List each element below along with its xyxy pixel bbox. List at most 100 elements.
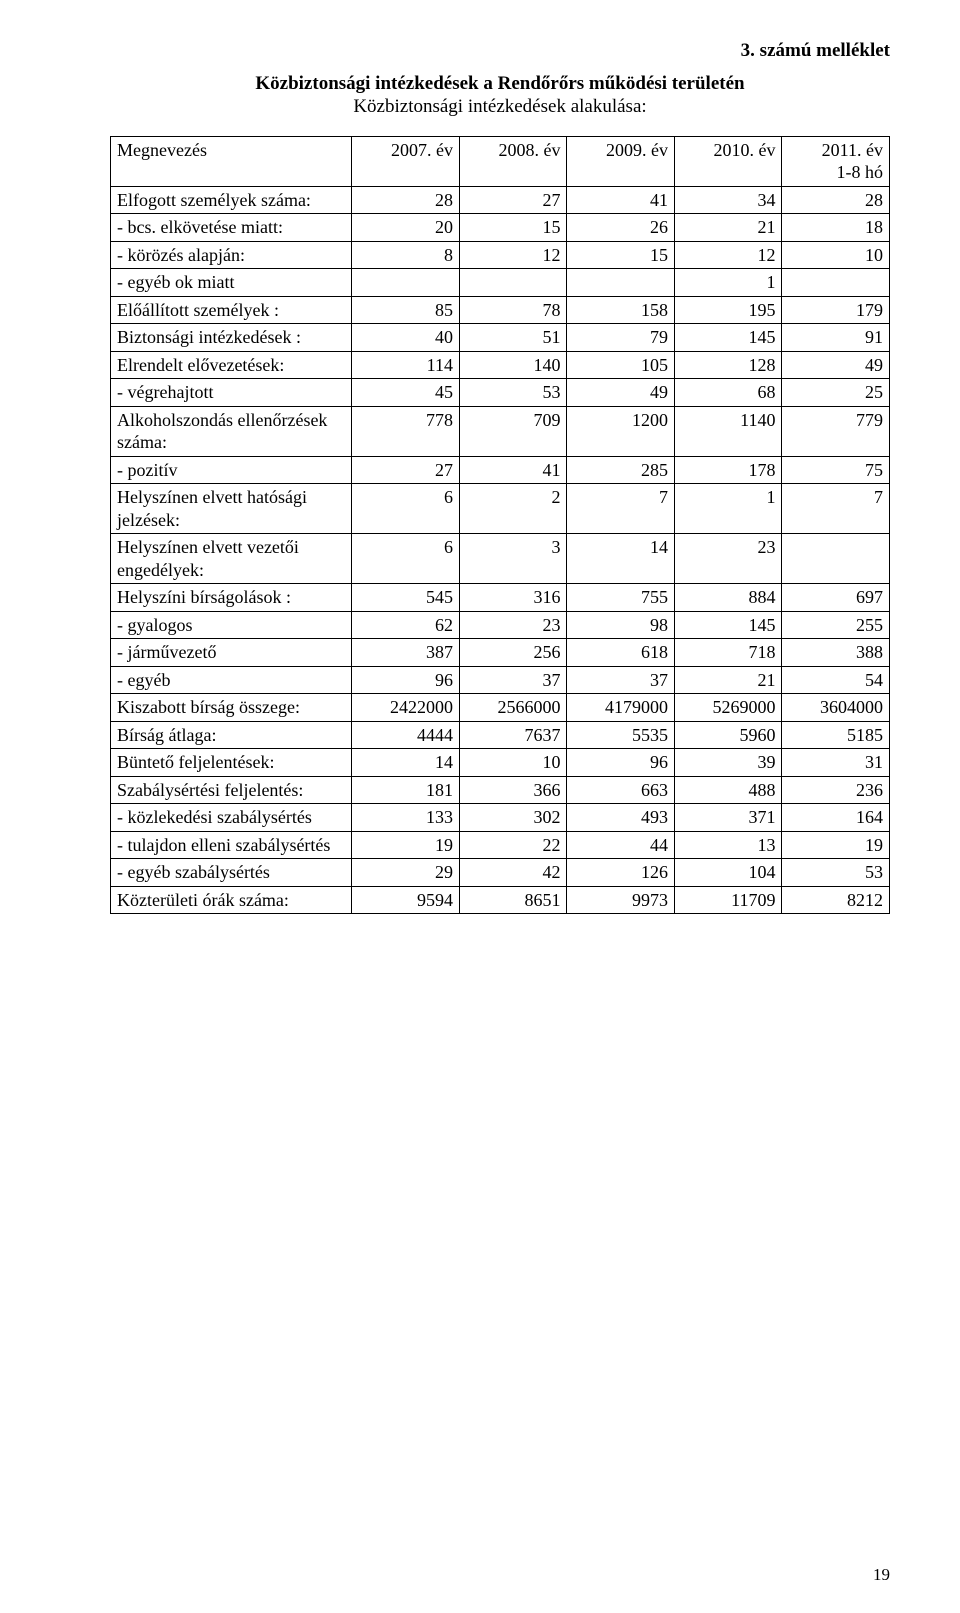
row-value: 145 [674, 611, 782, 639]
row-value: 195 [674, 296, 782, 324]
row-value [567, 269, 675, 297]
row-label: - gyalogos [111, 611, 352, 639]
table-row: Elrendelt elővezetések:11414010512849 [111, 351, 890, 379]
row-value: 19 [352, 831, 460, 859]
row-label: Előállított személyek : [111, 296, 352, 324]
row-label: Közterületi órák száma: [111, 886, 352, 914]
table-row: Kiszabott bírság összege:242200025660004… [111, 694, 890, 722]
row-label: Elfogott személyek száma: [111, 186, 352, 214]
row-value: 181 [352, 776, 460, 804]
row-value: 105 [567, 351, 675, 379]
row-value: 12 [459, 241, 567, 269]
row-value: 1 [674, 269, 782, 297]
row-value: 164 [782, 804, 890, 832]
row-value: 3604000 [782, 694, 890, 722]
row-label: Helyszínen elvett hatósági jelzések: [111, 484, 352, 534]
row-label: - közlekedési szabálysértés [111, 804, 352, 832]
row-value: 255 [782, 611, 890, 639]
header-col: 2008. év [459, 136, 567, 186]
row-value: 2566000 [459, 694, 567, 722]
row-value: 14 [352, 749, 460, 777]
row-label: - körözés alapján: [111, 241, 352, 269]
table-row: Helyszínen elvett hatósági jelzések:6271… [111, 484, 890, 534]
row-value: 37 [459, 666, 567, 694]
row-value: 755 [567, 584, 675, 612]
table-row: Szabálysértési feljelentés:1813666634882… [111, 776, 890, 804]
header-col: 2011. év1-8 hó [782, 136, 890, 186]
row-label: Kiszabott bírság összege: [111, 694, 352, 722]
row-label: - bcs. elkövetése miatt: [111, 214, 352, 242]
table-row: Előállított személyek :8578158195179 [111, 296, 890, 324]
row-value: 5185 [782, 721, 890, 749]
row-value: 316 [459, 584, 567, 612]
row-value: 236 [782, 776, 890, 804]
row-value: 371 [674, 804, 782, 832]
row-value [782, 269, 890, 297]
row-label: Alkoholszondás ellenőrzések száma: [111, 406, 352, 456]
table-row: Bírság átlaga:44447637553559605185 [111, 721, 890, 749]
table-row: Büntető feljelentések:1410963931 [111, 749, 890, 777]
row-value: 8651 [459, 886, 567, 914]
row-value: 31 [782, 749, 890, 777]
row-value: 718 [674, 639, 782, 667]
row-value: 9973 [567, 886, 675, 914]
row-value: 14 [567, 534, 675, 584]
page-number: 19 [873, 1565, 890, 1585]
row-value: 778 [352, 406, 460, 456]
row-value: 302 [459, 804, 567, 832]
row-value: 488 [674, 776, 782, 804]
row-value: 68 [674, 379, 782, 407]
row-value: 709 [459, 406, 567, 456]
row-value: 19 [782, 831, 890, 859]
row-value: 79 [567, 324, 675, 352]
row-value: 618 [567, 639, 675, 667]
row-value: 62 [352, 611, 460, 639]
row-value: 10 [782, 241, 890, 269]
table-row: Helyszínen elvett vezetői engedélyek:631… [111, 534, 890, 584]
row-value: 545 [352, 584, 460, 612]
row-value: 49 [567, 379, 675, 407]
row-value: 41 [567, 186, 675, 214]
row-value: 663 [567, 776, 675, 804]
row-value: 42 [459, 859, 567, 887]
row-value: 4444 [352, 721, 460, 749]
table-row: - járművezető387256618718388 [111, 639, 890, 667]
data-table: Megnevezés2007. év2008. év2009. év2010. … [110, 136, 890, 915]
row-label: Szabálysértési feljelentés: [111, 776, 352, 804]
row-value: 133 [352, 804, 460, 832]
row-value: 10 [459, 749, 567, 777]
row-value: 20 [352, 214, 460, 242]
row-value: 145 [674, 324, 782, 352]
row-value: 104 [674, 859, 782, 887]
row-value: 54 [782, 666, 890, 694]
row-value: 13 [674, 831, 782, 859]
row-value: 49 [782, 351, 890, 379]
row-label: - tulajdon elleni szabálysértés [111, 831, 352, 859]
row-label: Elrendelt elővezetések: [111, 351, 352, 379]
row-value: 178 [674, 456, 782, 484]
row-value: 7 [567, 484, 675, 534]
table-row: - gyalogos622398145255 [111, 611, 890, 639]
row-value: 140 [459, 351, 567, 379]
row-value: 75 [782, 456, 890, 484]
row-label: - pozitív [111, 456, 352, 484]
row-value: 114 [352, 351, 460, 379]
row-value: 179 [782, 296, 890, 324]
row-value: 6 [352, 534, 460, 584]
row-value: 5960 [674, 721, 782, 749]
row-value: 27 [352, 456, 460, 484]
row-value: 1200 [567, 406, 675, 456]
row-value: 34 [674, 186, 782, 214]
table-row: - végrehajtott4553496825 [111, 379, 890, 407]
row-label: Büntető feljelentések: [111, 749, 352, 777]
table-row: - bcs. elkövetése miatt:2015262118 [111, 214, 890, 242]
row-label: - egyéb ok miatt [111, 269, 352, 297]
row-value: 53 [459, 379, 567, 407]
row-value: 85 [352, 296, 460, 324]
row-value: 96 [567, 749, 675, 777]
row-value: 29 [352, 859, 460, 887]
row-value: 39 [674, 749, 782, 777]
row-value: 27 [459, 186, 567, 214]
row-value: 53 [782, 859, 890, 887]
page: 3. számú melléklet Közbiztonsági intézke… [0, 0, 960, 1613]
